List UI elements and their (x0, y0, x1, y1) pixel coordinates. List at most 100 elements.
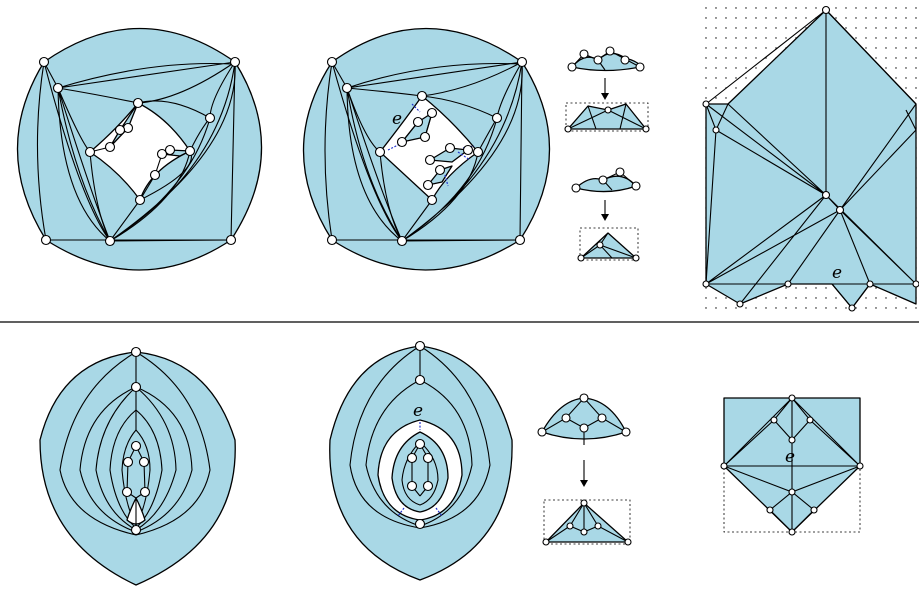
grid-dot (915, 307, 917, 309)
bottom-middle-face-label: e (413, 401, 423, 421)
grid-dot (805, 307, 807, 309)
grid-dot (765, 47, 767, 49)
grid-dot (795, 27, 797, 29)
top-right-shape (705, 9, 917, 309)
grid-dot (765, 37, 767, 39)
grid-dot (895, 77, 897, 79)
bottom-small-transformation (537, 393, 632, 546)
grid-dot (735, 87, 737, 89)
grid-dot (785, 17, 787, 19)
grid-dot (805, 297, 807, 299)
grid-dot (915, 47, 917, 49)
grid-dot (765, 17, 767, 19)
grid-dot (905, 37, 907, 39)
grid-dot (715, 77, 717, 79)
grid-dot (715, 27, 717, 29)
grid-dot (725, 67, 727, 69)
grid-dot (775, 297, 777, 299)
bottom-left-graph (39, 346, 236, 586)
grid-dot (895, 7, 897, 9)
grid-dot (795, 297, 797, 299)
grid-dot (835, 7, 837, 9)
grid-dot (715, 37, 717, 39)
grid-dot (715, 297, 717, 299)
grid-dot (735, 77, 737, 79)
grid-dot (885, 307, 887, 309)
grid-dot (765, 297, 767, 299)
grid-dot (895, 17, 897, 19)
grid-dot (765, 7, 767, 9)
grid-dot (775, 17, 777, 19)
bottom-grid-face-label: e (785, 447, 795, 467)
grid-dot (785, 307, 787, 309)
grid-dot (735, 47, 737, 49)
grid-dot (715, 47, 717, 49)
grid-dot (875, 57, 877, 59)
grid-dot (855, 37, 857, 39)
grid-dot (815, 297, 817, 299)
grid-dot (725, 37, 727, 39)
grid-dot (715, 7, 717, 9)
grid-dot (875, 7, 877, 9)
grid-dot (785, 297, 787, 299)
grid-dot (915, 27, 917, 29)
grid-dot (745, 7, 747, 9)
bottom-left-outer-face (39, 351, 236, 586)
grid-dot (715, 67, 717, 69)
bottom-right-grid-drawing: e (720, 394, 864, 536)
grid-dot (755, 37, 757, 39)
grid-dot (905, 307, 907, 309)
grid-dot (745, 17, 747, 19)
grid-dot (905, 27, 907, 29)
grid-dot (815, 307, 817, 309)
grid-dot (705, 57, 707, 59)
grid-dot (705, 307, 707, 309)
grid-dot (805, 17, 807, 19)
grid-dot (725, 27, 727, 29)
grid-dot (745, 37, 747, 39)
grid-dot (745, 47, 747, 49)
grid-dot (915, 77, 917, 79)
grid-dot (885, 47, 887, 49)
grid-dot (705, 77, 707, 79)
grid-dot (845, 307, 847, 309)
grid-dot (785, 27, 787, 29)
grid-dot (895, 307, 897, 309)
grid-dot (755, 47, 757, 49)
grid-dot (875, 287, 877, 289)
grid-dot (745, 307, 747, 309)
grid-dot (795, 287, 797, 289)
grid-dot (725, 77, 727, 79)
grid-dot (885, 37, 887, 39)
top-left-graph (16, 27, 263, 271)
grid-dot (875, 307, 877, 309)
grid-dot (915, 67, 917, 69)
grid-dot (875, 27, 877, 29)
grid-dot (785, 7, 787, 9)
grid-dot (905, 87, 907, 89)
grid-dot (765, 27, 767, 29)
grid-dot (865, 307, 867, 309)
grid-dot (705, 7, 707, 9)
bottom-middle-graph: e (329, 340, 513, 581)
grid-dot (915, 17, 917, 19)
grid-dot (735, 7, 737, 9)
grid-dot (745, 57, 747, 59)
grid-dot (885, 17, 887, 19)
grid-dot (905, 17, 907, 19)
grid-dot (895, 47, 897, 49)
grid-dot (815, 7, 817, 9)
grid-dot (895, 57, 897, 59)
grid-dot (735, 67, 737, 69)
grid-dot (725, 47, 727, 49)
top-middle-vertices (326, 56, 528, 247)
grid-dot (755, 7, 757, 9)
grid-dot (725, 97, 727, 99)
grid-dot (915, 7, 917, 9)
grid-dot (895, 297, 897, 299)
grid-dot (705, 17, 707, 19)
grid-dot (835, 17, 837, 19)
grid-dot (735, 27, 737, 29)
grid-dot (905, 57, 907, 59)
grid-dot (725, 297, 727, 299)
